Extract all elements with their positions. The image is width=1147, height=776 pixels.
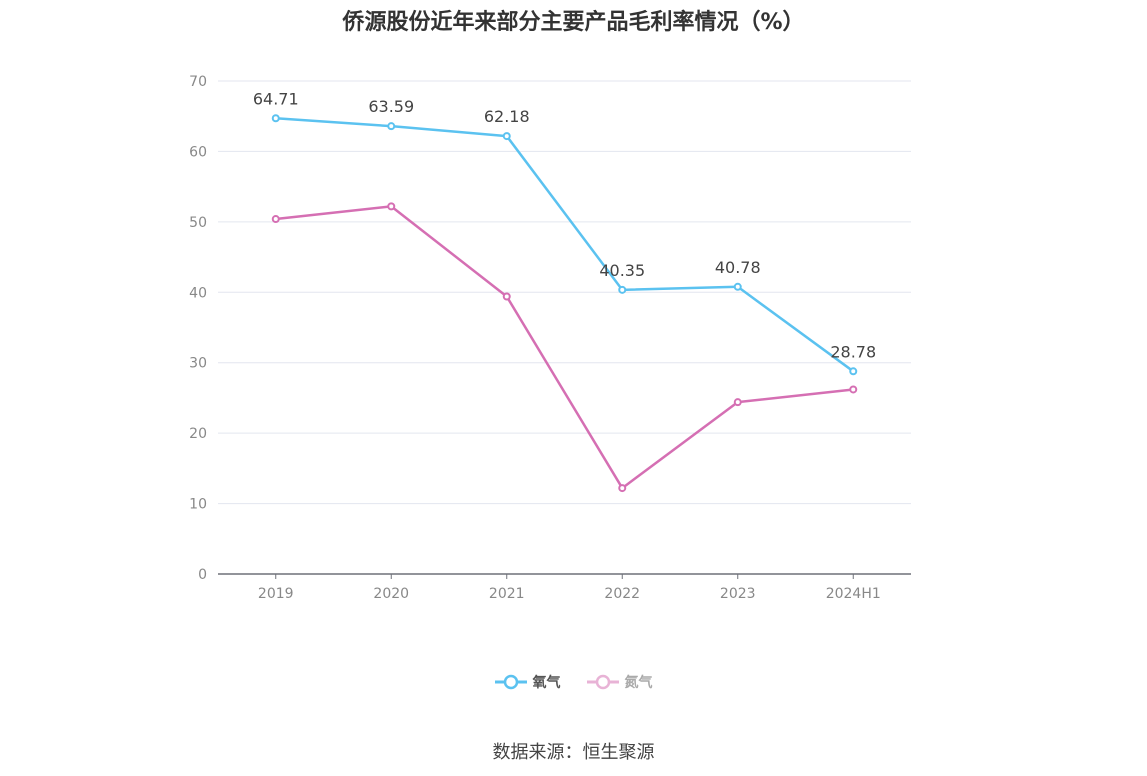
x-tick-label: 2021 — [489, 586, 525, 602]
data-point — [618, 285, 627, 294]
series-line-0 — [275, 117, 854, 373]
data-point — [387, 122, 396, 131]
data-label: 40.78 — [715, 258, 761, 277]
data-label: 64.71 — [253, 89, 299, 108]
x-tick-label: 2023 — [720, 586, 756, 602]
x-tick-label: 2020 — [373, 586, 409, 602]
x-tick-label: 2024H1 — [826, 586, 881, 602]
data-label: 40.35 — [599, 261, 645, 280]
data-label: 28.78 — [830, 342, 876, 361]
x-tick-label: 2019 — [258, 586, 294, 602]
legend-label: 氮气 — [624, 675, 653, 691]
data-point — [502, 292, 511, 301]
data-point — [733, 282, 742, 291]
y-tick-label: 60 — [189, 144, 207, 160]
legend-marker-icon — [494, 674, 527, 690]
y-tick-label: 70 — [189, 74, 207, 90]
data-source: 数据来源：恒生聚源 — [492, 742, 655, 763]
legend-item[interactable]: 氧气 — [494, 672, 561, 692]
data-labels: 64.71 63.59 62.18 40.35 40.78 28.78 — [253, 89, 876, 361]
series-line-1 — [275, 205, 854, 490]
legend-label: 氧气 — [532, 675, 561, 691]
data-point — [502, 132, 511, 141]
data-point — [387, 202, 396, 211]
legend-marker-icon — [586, 674, 619, 690]
y-tick-label: 20 — [189, 426, 207, 442]
data-point — [849, 367, 858, 376]
y-tick-label: 40 — [189, 285, 207, 301]
y-tick-label: 0 — [198, 567, 207, 583]
legend-item[interactable]: 氮气 — [586, 672, 653, 692]
legend: 氧气 氮气 — [0, 672, 1147, 692]
grid-lines — [218, 80, 911, 505]
chart-title: 侨源股份近年来部分主要产品毛利率情况（%） — [342, 10, 805, 35]
axes: 0 10 20 30 40 50 60 70 2019 2020 2021 2022 2023 2024H… — [189, 74, 911, 602]
series — [271, 114, 858, 493]
data-point — [618, 484, 627, 493]
y-tick-label: 30 — [189, 356, 207, 372]
data-point — [271, 114, 280, 123]
data-point — [733, 398, 742, 407]
data-point — [849, 385, 858, 394]
y-tick-label: 10 — [189, 497, 207, 513]
y-tick-label: 50 — [189, 215, 207, 231]
x-tick-label: 2022 — [604, 586, 640, 602]
data-label: 62.18 — [484, 107, 530, 126]
data-point — [271, 215, 280, 224]
data-label: 63.59 — [368, 97, 414, 116]
